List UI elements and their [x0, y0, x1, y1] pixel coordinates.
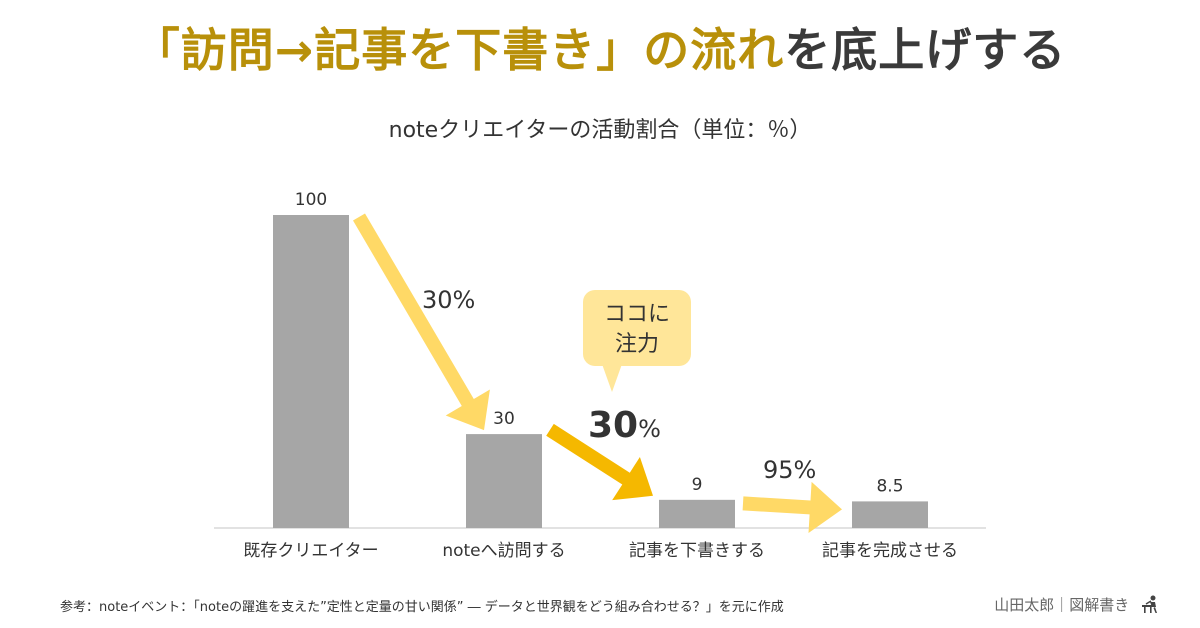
bar-1 — [466, 434, 542, 528]
callout-bubble — [583, 290, 691, 366]
author-credit: 山田太郎｜図解書き — [994, 594, 1160, 617]
conversion-arrow-1 — [546, 423, 653, 501]
conversion-label-0: 30% — [422, 286, 475, 314]
credit-text: 山田太郎｜図解書き — [994, 596, 1130, 614]
conversion-arrow-0 — [353, 213, 490, 431]
category-label-3: 記事を完成させる — [822, 541, 958, 561]
category-label-0: 既存クリエイター — [243, 541, 378, 561]
bar-0 — [273, 215, 349, 528]
category-label-1: noteへ訪問する — [442, 541, 565, 561]
writing-person-icon — [1140, 595, 1160, 617]
page-title: 「訪問→記事を下書き」の流れを底上げする — [0, 14, 1200, 80]
bar-2 — [659, 499, 735, 528]
callout-line-2: 注力 — [615, 332, 659, 357]
title-rest: を底上げする — [784, 23, 1067, 77]
bar-value-label-3: 8.5 — [876, 476, 903, 496]
category-label-2: 記事を下書きする — [629, 541, 765, 561]
callout-line-1: ココに — [604, 302, 670, 327]
chart-title: noteクリエイターの活動割合（単位：％） — [388, 118, 812, 143]
conversion-label-1: 30% — [588, 405, 661, 446]
bar-3 — [852, 501, 928, 528]
bar-value-label-0: 100 — [295, 190, 327, 210]
callout-pointer — [602, 364, 622, 392]
bar-value-label-1: 30 — [493, 409, 515, 429]
bar-value-label-2: 9 — [692, 475, 703, 495]
title-highlight: 「訪問→記事を下書き」の流れ — [133, 23, 785, 77]
conversion-arrow-2 — [742, 481, 842, 533]
reference-note: 参考：noteイベント：「noteの躍進を支えた”定性と定量の甘い関係” ― デ… — [60, 600, 784, 615]
conversion-label-2: 95% — [763, 456, 816, 484]
